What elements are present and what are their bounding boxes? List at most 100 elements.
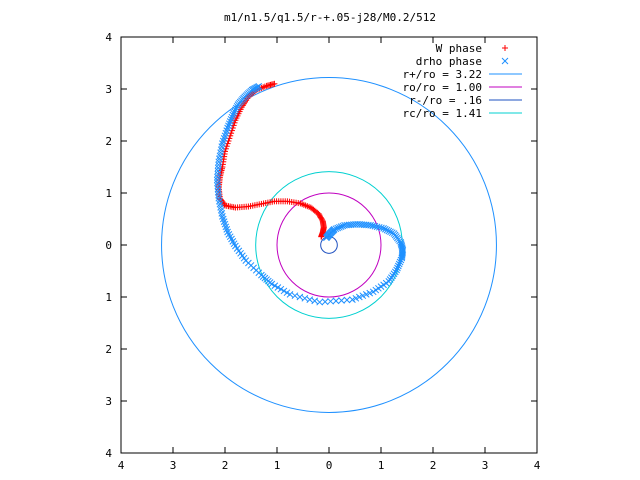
circle-series: [276, 192, 382, 298]
drho-phase-point: [232, 104, 240, 112]
cross-b: [330, 226, 338, 233]
cross-b: [332, 297, 340, 305]
cross-b: [224, 124, 231, 132]
drho-phase-point: [343, 296, 351, 304]
cross-b: [369, 288, 377, 296]
cross-b: [385, 227, 393, 235]
drho-phase-point: [396, 258, 404, 266]
drho-phase-point: [378, 224, 385, 232]
x-tick-label: 1: [378, 459, 385, 472]
drho-phase-point: [232, 106, 239, 114]
legend-label: rc/ro = 1.41: [403, 107, 482, 120]
cross-b: [225, 230, 233, 238]
cross-b: [229, 111, 237, 119]
cross-b: [359, 292, 367, 300]
drho-phase-point: [398, 254, 406, 262]
cross-b: [336, 223, 343, 231]
legend-marker-cross-b: [501, 57, 509, 65]
drho-phase-point: [334, 224, 342, 232]
cross-b: [219, 213, 226, 220]
drho-phase-point: [226, 118, 234, 125]
legend-label: r-/ro = .16: [409, 94, 482, 107]
drho-phase-point: [395, 260, 403, 268]
w-phase-point: [309, 205, 316, 212]
drho-phase-point: [296, 293, 304, 301]
cross-b: [230, 109, 238, 117]
cross-b: [306, 296, 314, 303]
chart-title: m1/n1.5/q1.5/r-+.05-j28/M0.2/512: [224, 11, 436, 24]
cross-b: [232, 242, 239, 250]
drho-phase-point: [327, 297, 334, 305]
cross-b: [227, 115, 235, 123]
legend-label: r+/ro = 3.22: [403, 68, 482, 81]
cross-b: [217, 203, 224, 211]
cross-b: [394, 262, 402, 270]
legend-label: W phase: [436, 42, 482, 55]
drho-phase-point: [229, 111, 237, 119]
cross-b: [339, 222, 347, 230]
y-tick-label: 1: [105, 291, 112, 304]
drho-phase-point: [321, 298, 329, 306]
cross-b: [332, 225, 340, 233]
cross-b: [230, 240, 238, 248]
drho-phase-point: [385, 227, 393, 235]
cross-b: [231, 108, 238, 115]
x-tick-label: 4: [534, 459, 541, 472]
y-tick-label: 4: [105, 31, 112, 44]
drho-phase-point: [280, 287, 288, 295]
drho-phase-point: [306, 296, 314, 303]
drho-phase-point: [225, 122, 232, 130]
cross-b: [232, 104, 240, 112]
drho-phase-point: [255, 83, 263, 90]
cross-b: [398, 252, 406, 259]
drho-phase-point: [394, 264, 401, 272]
cross-b: [220, 218, 228, 225]
drho-phase-point: [316, 298, 323, 306]
cross-b: [394, 264, 401, 272]
drho-phase-point: [387, 228, 394, 236]
cross-b: [228, 113, 236, 121]
cross-b: [225, 122, 232, 130]
drho-phase-point: [336, 223, 343, 231]
drho-phase-point: [225, 120, 233, 128]
cross-b: [214, 179, 221, 187]
x-tick-label: 3: [170, 459, 177, 472]
reference-circles: [161, 77, 497, 413]
drho-phase-point: [274, 284, 282, 291]
cross-b: [217, 206, 225, 214]
w-phase-point: [271, 80, 278, 87]
cross-b: [215, 191, 222, 199]
cross-b: [233, 102, 241, 110]
drho-phase-point: [332, 225, 340, 233]
w-phase-point: [231, 119, 238, 126]
drho-phase-point: [291, 292, 299, 300]
cross-b: [334, 224, 342, 232]
cross-b: [221, 220, 229, 228]
drho-phase-point: [349, 296, 356, 303]
drho-phase-point: [366, 289, 374, 297]
cross-b: [218, 210, 226, 217]
drho-phase-point: [338, 297, 345, 304]
drho-phase-point: [362, 291, 370, 298]
y-tick-label: 2: [105, 135, 112, 148]
drho-phase-point: [397, 256, 405, 264]
cross-b: [355, 293, 363, 301]
cross-b: [232, 106, 239, 114]
cross-b: [362, 291, 370, 298]
cross-b: [229, 238, 237, 245]
y-tick-label: 3: [105, 395, 112, 408]
cross-b: [277, 285, 285, 293]
cross-b: [224, 228, 231, 236]
x-tick-label: 4: [118, 459, 125, 472]
drho-phase-point: [233, 102, 241, 110]
cross-b: [381, 225, 389, 233]
cross-b: [397, 239, 405, 246]
cross-b: [380, 225, 387, 232]
y-tick-label: 2: [105, 343, 112, 356]
drho-phase-point: [330, 226, 338, 233]
cross-b: [219, 215, 227, 223]
cross-b: [214, 182, 222, 190]
drho-phase-point: [277, 285, 285, 293]
cross-b: [214, 188, 222, 196]
cross-b: [274, 284, 282, 291]
